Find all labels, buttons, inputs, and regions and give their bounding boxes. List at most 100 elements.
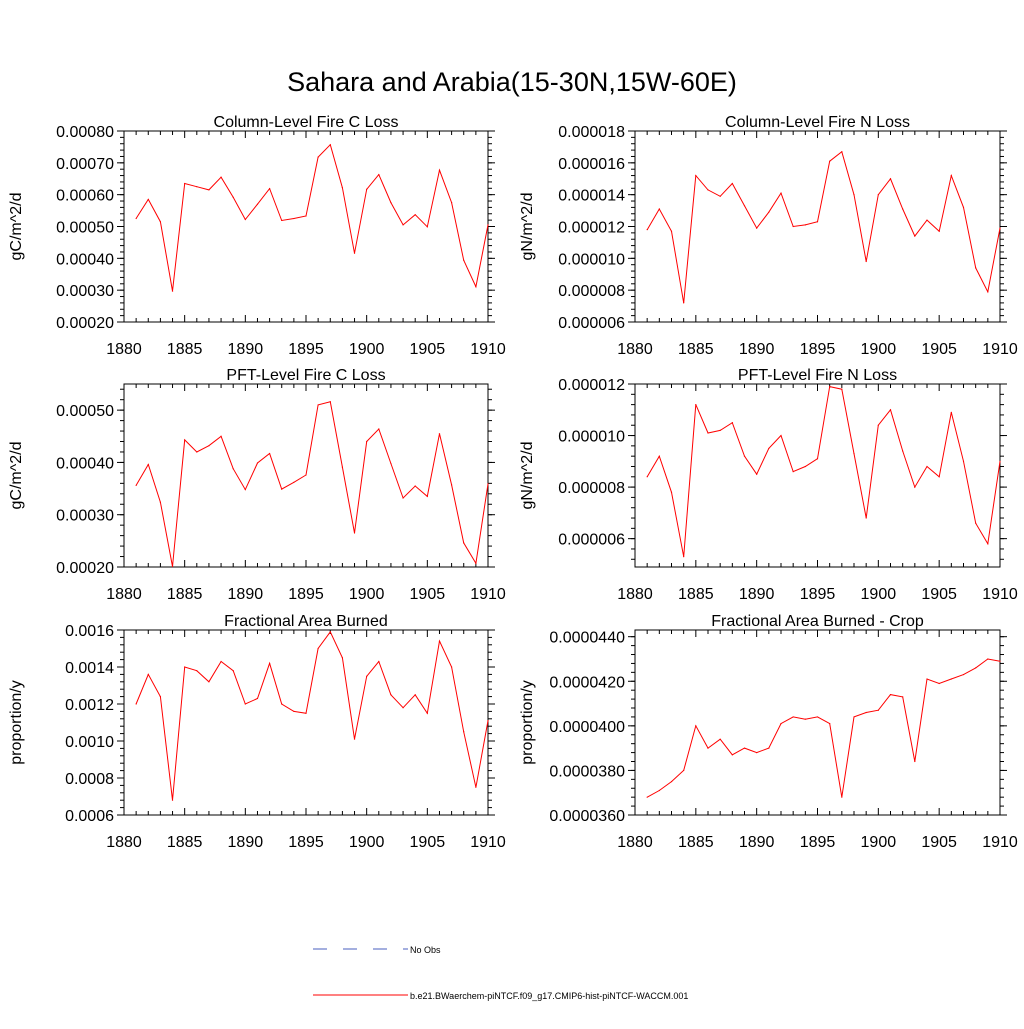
y-tick-label: 0.00080 [56,124,114,141]
data-point [463,259,465,261]
data-point [135,484,137,487]
data-point [208,189,210,191]
data-point [670,780,673,783]
x-tick-label: 1885 [167,834,203,851]
data-point [756,473,758,475]
series-line [646,386,1001,557]
data-point [135,217,137,220]
data-point [438,169,441,171]
data-point [792,716,794,718]
y-axis-label: proportion/y [8,680,25,765]
data-point [232,670,234,672]
data-point [269,188,271,190]
x-tick-label: 1895 [288,586,324,603]
panel-title: Column-Level Fire N Loss [725,114,910,131]
data-point [889,694,892,696]
data-point [646,229,648,231]
data-point [950,411,952,413]
data-point [341,466,343,468]
data-point [962,460,965,462]
data-point [426,495,428,498]
data-point [877,194,879,196]
y-tick-label: 0.0012 [65,697,114,714]
y-tick-label: 0.000014 [558,188,625,205]
data-point [147,198,149,201]
data-point [256,203,259,205]
data-point [816,716,819,718]
plot-frame [123,130,489,323]
data-point [853,716,855,718]
data-point [293,710,295,713]
panel-title: PFT-Level Fire N Loss [738,367,897,384]
data-point [865,517,867,519]
data-point [902,696,904,698]
data-point [804,465,806,468]
x-tick-label: 1890 [228,586,264,603]
data-point [341,657,343,659]
data-point [269,452,271,455]
data-point [232,468,234,470]
data-point [171,290,174,292]
legend-model-label: b.e21.BWaerchem-piNTCF.f09_g17.CMIP6-his… [410,991,688,1001]
x-tick-label: 1910 [982,341,1018,358]
data-point [865,711,867,714]
data-point [987,543,989,545]
legend: No Obs b.e21.BWaerchem-piNTCF.f09_g17.CM… [313,945,688,1001]
data-point [719,429,721,431]
data-point [853,194,855,196]
data-point [208,445,210,447]
data-point [987,291,989,293]
data-point [987,658,989,660]
panel-title: Column-Level Fire C Loss [214,114,399,131]
data-point [829,385,831,388]
y-tick-label: 0.0000440 [549,630,625,647]
x-tick-label: 1890 [228,834,264,851]
x-tick-label: 1900 [861,834,897,851]
data-point [743,747,746,749]
data-point [756,227,758,229]
data-point [281,703,283,705]
data-point [402,497,404,499]
data-point [256,462,259,464]
data-point [487,483,489,485]
y-tick-label: 0.00040 [56,455,114,472]
x-tick-label: 1880 [617,834,653,851]
data-point [196,670,198,672]
x-tick-label: 1890 [739,834,775,851]
data-point [293,217,295,220]
data-point [670,230,673,232]
data-point [378,428,380,430]
data-point [975,667,977,669]
y-tick-label: 0.0000360 [549,808,625,825]
data-point [975,267,977,269]
data-point [707,747,709,749]
chart-panel-5: 1880 1885 1890 1895 1900 1905 1910 0.0006 0.0008… [8,613,506,851]
plot-frame [123,629,489,816]
data-point [438,640,441,642]
y-tick-label: 0.00030 [56,283,114,300]
y-axis-label: gN/m^2/d [519,442,536,510]
data-point [999,227,1001,229]
chart-panel-4: 1880 1885 1890 1895 1900 1905 1910 0.000006 0.00… [519,367,1018,603]
data-point [281,488,283,490]
data-point [244,703,246,705]
data-point [975,522,977,524]
y-axis-label: gC/m^2/d [8,193,25,261]
data-point [487,720,489,722]
x-tick-label: 1880 [617,586,653,603]
data-point [841,796,843,798]
data-point [220,660,222,663]
x-tick-label: 1900 [861,586,897,603]
data-point [877,709,879,711]
data-point [244,489,246,491]
data-point [414,214,416,216]
data-point [171,799,174,801]
data-point [463,542,465,544]
data-point [658,455,660,457]
data-point [451,202,453,204]
data-point [171,565,174,568]
data-point [743,455,746,457]
data-point [707,189,709,191]
x-tick-label: 1905 [921,341,957,358]
x-tick-label: 1900 [349,834,385,851]
